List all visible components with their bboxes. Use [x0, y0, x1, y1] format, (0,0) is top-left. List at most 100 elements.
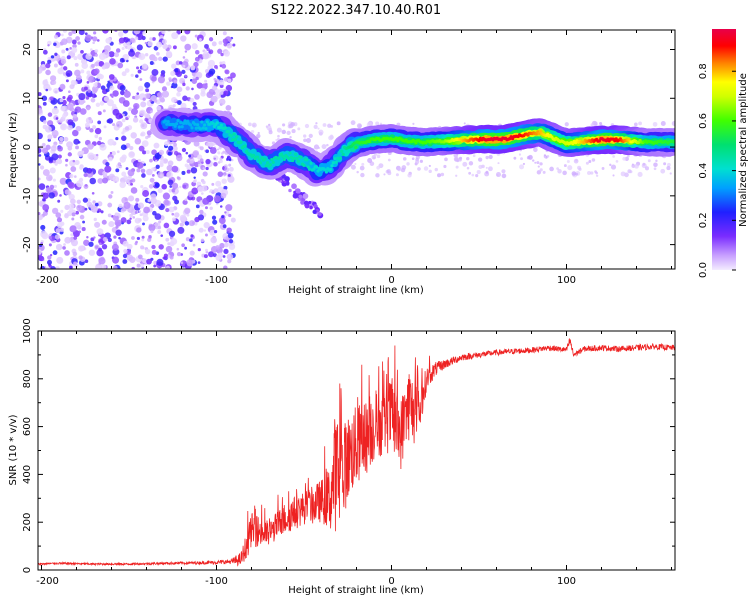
noise-blob: [213, 157, 217, 160]
noise-blob: [359, 165, 365, 171]
noise-blob: [144, 41, 148, 45]
noise-blob: [112, 214, 119, 221]
noise-blob: [124, 68, 130, 73]
noise-blob: [70, 233, 74, 237]
noise-blob: [98, 136, 103, 141]
noise-blob: [257, 131, 260, 135]
ridge-blob: [282, 157, 287, 161]
noise-blob: [536, 170, 542, 175]
noise-blob: [162, 192, 171, 200]
noise-blob: [185, 237, 190, 242]
noise-blob: [220, 192, 227, 199]
noise-blob: [122, 253, 128, 259]
noise-blob: [415, 159, 420, 165]
ridge-blob: [394, 136, 399, 140]
noise-blob: [62, 30, 67, 33]
y-tick-label: 800: [22, 369, 33, 388]
noise-blob: [397, 167, 401, 172]
noise-blob: [526, 156, 531, 160]
noise-blob: [111, 243, 119, 251]
noise-blob: [87, 152, 95, 160]
noise-blob: [118, 236, 121, 240]
noise-blob: [211, 215, 217, 220]
noise-blob: [652, 121, 658, 127]
noise-blob: [188, 220, 195, 227]
noise-blob: [146, 258, 152, 265]
noise-blob: [173, 142, 177, 147]
noise-blob: [176, 176, 180, 180]
noise-blob: [206, 91, 214, 99]
noise-blob: [126, 219, 132, 225]
noise-blob: [75, 125, 82, 132]
noise-blob: [74, 221, 81, 229]
noise-blob: [79, 108, 87, 115]
noise-blob: [42, 169, 50, 177]
noise-blob: [115, 168, 120, 173]
noise-blob: [66, 96, 72, 102]
noise-blob: [114, 219, 122, 227]
noise-blob: [158, 149, 165, 155]
ridge-blob: [292, 156, 296, 160]
noise-blob: [224, 211, 227, 214]
noise-blob: [66, 55, 71, 60]
noise-blob: [189, 238, 193, 242]
noise-blob: [626, 154, 630, 158]
noise-blob: [73, 138, 80, 145]
noise-blob: [176, 247, 180, 251]
noise-blob: [47, 255, 52, 260]
noise-blob: [153, 45, 159, 51]
noise-blob: [171, 217, 176, 222]
noise-blob: [112, 176, 120, 183]
noise-blob: [669, 172, 672, 175]
noise-blob: [59, 136, 64, 142]
noise-blob: [179, 214, 187, 222]
noise-blob: [199, 209, 204, 215]
noise-blob: [228, 158, 232, 162]
noise-blob: [99, 242, 102, 246]
noise-blob: [144, 113, 150, 119]
noise-blob: [98, 61, 105, 67]
ridge-blob: [226, 129, 231, 134]
noise-blob: [138, 210, 142, 213]
ridge-blob: [263, 157, 267, 161]
noise-blob: [175, 60, 181, 66]
noise-blob: [466, 156, 470, 161]
noise-blob: [592, 120, 598, 126]
noise-blob: [161, 39, 167, 45]
noise-blob: [83, 86, 88, 91]
noise-blob: [142, 189, 150, 197]
noise-blob: [81, 227, 86, 232]
noise-blob: [578, 167, 582, 171]
ridge-blob: [331, 161, 336, 165]
noise-blob: [182, 56, 186, 59]
ridge-blob: [265, 161, 270, 165]
noise-blob: [40, 242, 44, 245]
noise-blob: [223, 42, 228, 47]
noise-blob: [485, 155, 489, 160]
noise-blob: [638, 121, 643, 126]
noise-blob: [485, 170, 489, 174]
noise-blob: [109, 85, 115, 91]
noise-blob: [161, 90, 170, 98]
noise-blob: [135, 240, 138, 244]
noise-blob: [299, 191, 303, 196]
noise-blob: [202, 167, 206, 170]
noise-blob: [91, 191, 95, 195]
noise-blob: [116, 81, 120, 84]
noise-blob: [468, 161, 474, 166]
noise-blob: [64, 250, 70, 256]
noise-blob: [549, 166, 554, 172]
noise-blob: [522, 162, 526, 165]
noise-blob: [202, 171, 208, 177]
noise-blob: [520, 157, 523, 161]
noise-blob: [68, 90, 71, 94]
noise-blob: [116, 120, 123, 128]
noise-blob: [40, 224, 46, 231]
noise-blob: [195, 204, 200, 209]
noise-blob: [162, 256, 166, 260]
ridge-blob: [181, 121, 186, 126]
noise-blob: [104, 165, 112, 173]
ridge-blob: [334, 160, 338, 164]
noise-blob: [213, 77, 217, 81]
